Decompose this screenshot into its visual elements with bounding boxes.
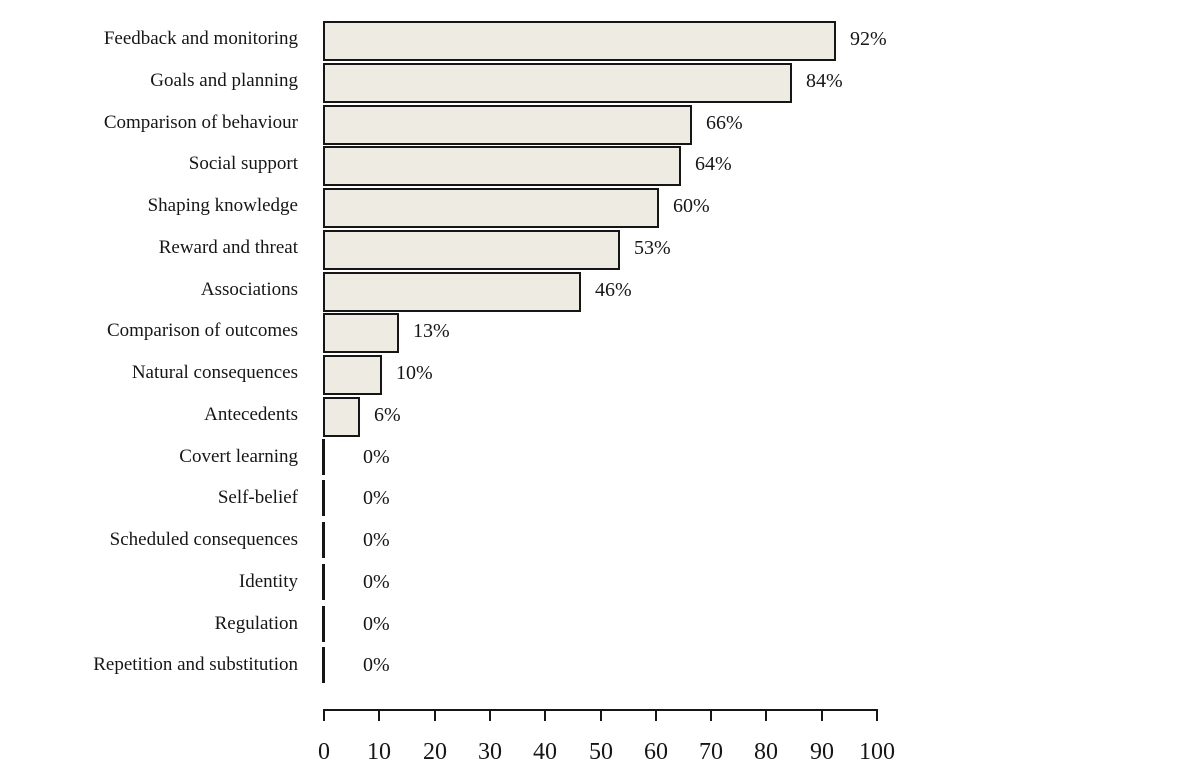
value-label: 64% bbox=[695, 153, 732, 175]
x-axis-tick-label: 90 bbox=[810, 739, 834, 765]
category-label: Covert learning bbox=[179, 446, 298, 467]
bar bbox=[323, 313, 399, 353]
bar bbox=[323, 397, 360, 437]
category-label: Goals and planning bbox=[150, 70, 298, 91]
x-axis-tick bbox=[876, 709, 878, 721]
x-axis-tick-label: 30 bbox=[478, 739, 502, 765]
x-axis-tick-label: 60 bbox=[644, 739, 668, 765]
category-label: Identity bbox=[238, 571, 298, 592]
x-axis-tick bbox=[655, 709, 657, 721]
value-label: 10% bbox=[396, 362, 433, 384]
category-label: Antecedents bbox=[204, 404, 298, 425]
value-label: 46% bbox=[595, 279, 632, 301]
bar bbox=[323, 21, 836, 61]
bar bbox=[323, 105, 692, 145]
bar bbox=[323, 188, 659, 228]
x-axis-tick bbox=[323, 709, 325, 721]
value-label: 0% bbox=[363, 571, 390, 593]
value-label: 53% bbox=[634, 237, 671, 259]
category-label: Comparison of outcomes bbox=[106, 320, 298, 341]
category-label: Social support bbox=[188, 153, 298, 174]
x-axis-tick-label: 10 bbox=[367, 739, 391, 765]
bar-zero bbox=[322, 647, 325, 683]
value-label: 0% bbox=[363, 654, 390, 676]
category-label: Reward and threat bbox=[158, 237, 298, 258]
value-label: 0% bbox=[363, 487, 390, 509]
x-axis-tick-label: 0 bbox=[318, 739, 330, 765]
x-axis-tick-label: 40 bbox=[533, 739, 557, 765]
x-axis-tick bbox=[489, 709, 491, 721]
bar-zero bbox=[322, 606, 325, 642]
bar-zero bbox=[322, 522, 325, 558]
bar bbox=[323, 355, 382, 395]
bar bbox=[323, 272, 581, 312]
value-label: 13% bbox=[413, 320, 450, 342]
category-label: Self-belief bbox=[217, 487, 298, 508]
category-label: Scheduled consequences bbox=[109, 529, 298, 550]
bar-zero bbox=[322, 480, 325, 516]
bar bbox=[323, 230, 620, 270]
category-label: Shaping knowledge bbox=[147, 195, 298, 216]
x-axis-tick bbox=[434, 709, 436, 721]
value-label: 92% bbox=[850, 28, 887, 50]
category-label: Comparison of behaviour bbox=[103, 112, 298, 133]
x-axis-tick-label: 50 bbox=[589, 739, 613, 765]
bar-zero bbox=[322, 564, 325, 600]
value-label: 0% bbox=[363, 446, 390, 468]
x-axis-tick-label: 100 bbox=[859, 739, 895, 765]
x-axis-tick-label: 70 bbox=[699, 739, 723, 765]
x-axis-tick-label: 80 bbox=[754, 739, 778, 765]
value-label: 0% bbox=[363, 613, 390, 635]
category-label: Natural consequences bbox=[131, 362, 298, 383]
x-axis-tick bbox=[600, 709, 602, 721]
x-axis-tick bbox=[710, 709, 712, 721]
category-label: Feedback and monitoring bbox=[103, 28, 298, 49]
value-label: 6% bbox=[374, 404, 401, 426]
category-label: Regulation bbox=[214, 613, 298, 634]
category-label: Repetition and substitution bbox=[93, 654, 298, 675]
bar bbox=[323, 63, 792, 103]
value-label: 60% bbox=[673, 195, 710, 217]
x-axis-tick bbox=[821, 709, 823, 721]
category-label: Associations bbox=[200, 279, 298, 300]
x-axis-tick bbox=[765, 709, 767, 721]
bar-zero bbox=[322, 439, 325, 475]
x-axis-tick bbox=[544, 709, 546, 721]
value-label: 0% bbox=[363, 529, 390, 551]
x-axis-tick-label: 20 bbox=[423, 739, 447, 765]
x-axis-tick bbox=[378, 709, 380, 721]
value-label: 66% bbox=[706, 112, 743, 134]
bar bbox=[323, 146, 681, 186]
value-label: 84% bbox=[806, 70, 843, 92]
